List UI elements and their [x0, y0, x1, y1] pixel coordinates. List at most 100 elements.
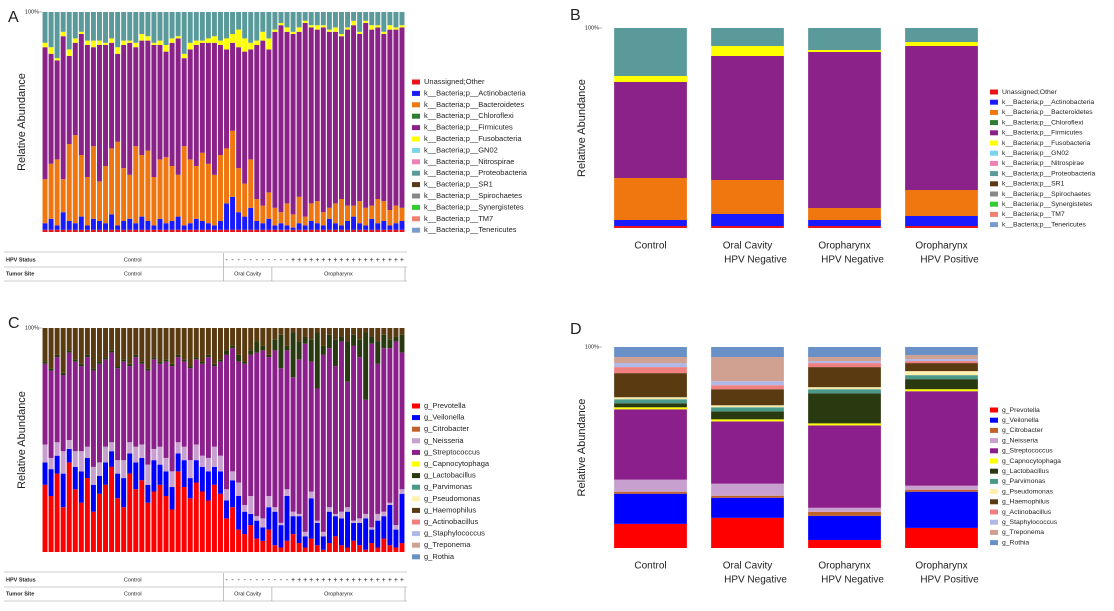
bar-segment: [127, 12, 133, 41]
bar-segment: [205, 500, 211, 552]
bar-segment: [115, 53, 121, 142]
bar-segment: [387, 339, 393, 349]
bar-segment: [151, 357, 157, 360]
bar-segment: [236, 168, 242, 213]
bar-segment: [242, 51, 248, 184]
row-name: HPV Status: [6, 577, 36, 583]
legend-swatch: [412, 216, 420, 222]
bar-segment: [363, 332, 369, 400]
bar-segment: [345, 12, 351, 28]
x-tick-label: Oropharynx: [915, 561, 967, 572]
legend-label: k__Bacteria;p__Tenericutes: [1002, 221, 1086, 228]
bar-segment: [278, 229, 284, 232]
row-name: Tumor Site: [6, 591, 34, 597]
bar-segment: [381, 538, 387, 552]
bar-segment: [193, 359, 199, 445]
bar-segment: [139, 229, 145, 232]
bar-segment: [224, 12, 230, 39]
row-label: +: [388, 577, 392, 584]
bar-segment: [72, 328, 78, 360]
bar-segment: [614, 479, 687, 492]
bar-segment: [369, 29, 375, 206]
bar-segment: [808, 539, 881, 548]
legend-swatch: [990, 509, 998, 515]
legend-label: g_Parvimonas: [424, 482, 472, 491]
bar-segment: [381, 12, 387, 32]
bar-segment: [381, 348, 387, 512]
bar-segment: [96, 462, 102, 476]
bar-segment: [42, 363, 48, 445]
bar-segment: [808, 226, 881, 228]
bar-segment: [266, 354, 272, 358]
bar-segment: [260, 223, 266, 230]
bar-segment: [375, 341, 381, 364]
bar-segment: [614, 347, 687, 358]
bar-segment: [224, 350, 230, 355]
bar-segment: [187, 328, 193, 367]
bar-segment: [60, 31, 66, 37]
bar-segment: [905, 355, 978, 360]
x-tick-label: Oral Cavity: [723, 241, 772, 252]
bar-segment: [711, 405, 784, 408]
bar-segment: [905, 46, 978, 190]
row-label: +: [352, 577, 356, 584]
bar-segment: [48, 12, 54, 48]
bar-segment: [338, 36, 344, 200]
legend-swatch: [412, 170, 420, 176]
bar-segment: [338, 518, 344, 546]
bar-segment: [381, 201, 387, 221]
bar-segment: [272, 339, 278, 351]
bar-segment: [103, 484, 109, 552]
bar-segment: [254, 199, 260, 221]
bar-segment: [242, 216, 248, 230]
bar-segment: [290, 377, 296, 512]
bar-segment: [72, 359, 78, 362]
bar-segment: [90, 12, 96, 41]
bar-segment: [115, 47, 121, 54]
bar-segment: [375, 513, 381, 521]
bar-segment: [193, 45, 199, 166]
row-label: +: [352, 257, 356, 264]
bar-segment: [711, 483, 784, 496]
bar-segment: [278, 212, 284, 224]
bar-segment: [157, 12, 163, 41]
bar-segment: [193, 444, 199, 461]
bar-segment: [54, 58, 60, 61]
bar-segment: [290, 516, 296, 535]
bar-segment: [905, 347, 978, 356]
bar-segment: [72, 42, 78, 136]
bar-segment: [163, 12, 169, 45]
bar-segment: [90, 511, 96, 552]
legend-label: g_Citrobacter: [1002, 427, 1044, 434]
bar-segment: [193, 166, 199, 219]
bar-segment: [808, 52, 881, 208]
bar-segment: [808, 387, 881, 390]
legend-label: k__Bacteria;p__SR1: [424, 180, 493, 189]
bar-segment: [393, 12, 399, 28]
bar-segment: [236, 47, 242, 169]
bar-segment: [320, 12, 326, 26]
bar-segment: [399, 328, 405, 335]
bar-segment: [115, 460, 121, 474]
bar-segment: [290, 511, 296, 517]
row-label: +: [364, 577, 368, 584]
bar-segment: [326, 207, 332, 219]
bar-segment: [103, 328, 109, 358]
bar-segment: [193, 229, 199, 232]
panel-label: B: [570, 7, 581, 24]
bar-segment: [266, 328, 272, 355]
bar-segment: [163, 157, 169, 224]
bar-segment: [60, 372, 66, 376]
legend-swatch: [990, 529, 998, 535]
bar-segment: [272, 29, 278, 32]
bar-segment: [296, 341, 302, 360]
legend-label: g_Veilonella: [424, 413, 465, 422]
bar-segment: [127, 366, 133, 443]
bar-segment: [121, 361, 127, 461]
bar-segment: [151, 42, 157, 45]
bar-segment: [905, 216, 978, 226]
legend-swatch: [990, 211, 998, 217]
bar-segment: [302, 343, 308, 532]
bar-segment: [109, 42, 115, 149]
bar-segment: [326, 328, 332, 335]
